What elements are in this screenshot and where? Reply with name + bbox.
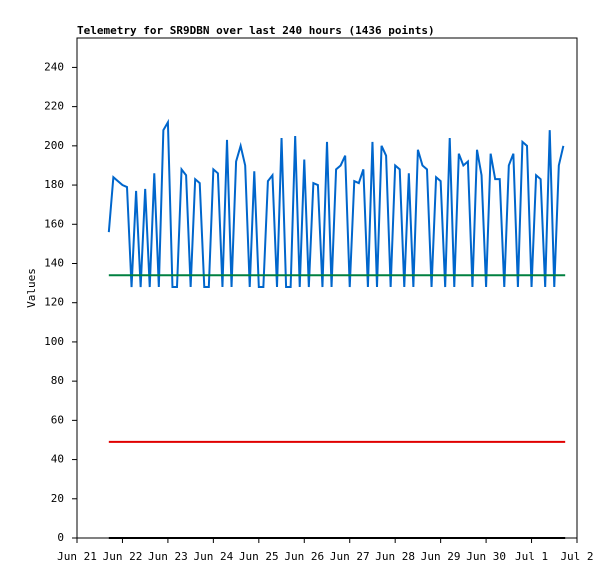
x-tick-label: Jun 29 — [421, 550, 461, 563]
y-tick-label: 60 — [51, 413, 64, 426]
y-axis-label: Values — [25, 268, 38, 308]
y-tick-label: 220 — [44, 100, 64, 113]
plot-frame — [76, 37, 578, 539]
y-tick-label: 80 — [51, 374, 64, 387]
x-tick-label: Jun 26 — [284, 550, 324, 563]
y-tick-label: 40 — [51, 453, 64, 466]
x-tick-label: Jun 24 — [193, 550, 233, 563]
x-tick-label: Jun 21 — [57, 550, 97, 563]
x-tick-label: Jun 27 — [330, 550, 370, 563]
x-tick-label: Jul 1 — [515, 550, 548, 563]
y-tick-label: 200 — [44, 139, 64, 152]
x-tick-label: Jun 25 — [239, 550, 279, 563]
y-tick-label: 20 — [51, 492, 64, 505]
x-tick-label: Jun 28 — [375, 550, 415, 563]
y-tick-label: 120 — [44, 296, 64, 309]
x-tick-label: Jun 23 — [148, 550, 188, 563]
chart-title: Telemetry for SR9DBN over last 240 hours… — [77, 24, 435, 37]
x-tick-label: Jun 22 — [103, 550, 143, 563]
x-tick-label: Jun 30 — [466, 550, 506, 563]
x-tick-label: Jul 2 — [560, 550, 593, 563]
y-tick-label: 180 — [44, 178, 64, 191]
y-tick-label: 140 — [44, 256, 64, 269]
y-tick-label: 160 — [44, 217, 64, 230]
y-tick-label: 240 — [44, 60, 64, 73]
y-tick-label: 0 — [57, 531, 64, 544]
series-line — [107, 118, 565, 289]
y-tick-label: 100 — [44, 335, 64, 348]
